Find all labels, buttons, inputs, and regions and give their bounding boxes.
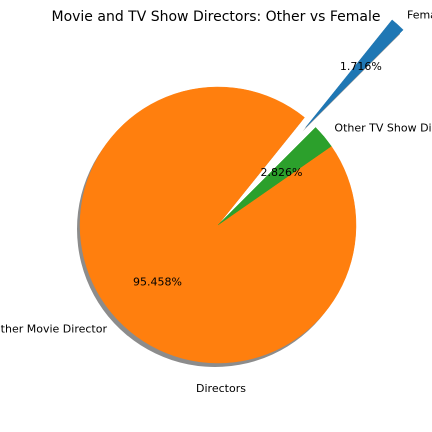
slice-other-movie-director xyxy=(79,86,357,364)
slice-other-tv-show-director xyxy=(217,127,332,226)
slice-pct-other-tv-show-director: 2.826% xyxy=(261,166,303,179)
slices-layer xyxy=(77,19,404,368)
slice-female-movie-director xyxy=(305,19,404,128)
slice-label-other-tv-show-director: Other TV Show Director xyxy=(334,122,432,135)
slice-label-female-movie-director: Female Movie Director xyxy=(407,8,432,21)
labels-layer: Female Movie Director 1.716% Other Movie D… xyxy=(0,8,432,335)
chart-title: Movie and TV Show Directors: Other vs Fe… xyxy=(51,9,380,25)
slice-pct-other-movie-director: 95.458% xyxy=(133,275,182,288)
slice-label-other-movie-director: Other Movie Director xyxy=(0,323,107,336)
x-axis-label: Directors xyxy=(196,382,246,395)
slice-pct-female-movie-director: 1.716% xyxy=(340,60,382,73)
